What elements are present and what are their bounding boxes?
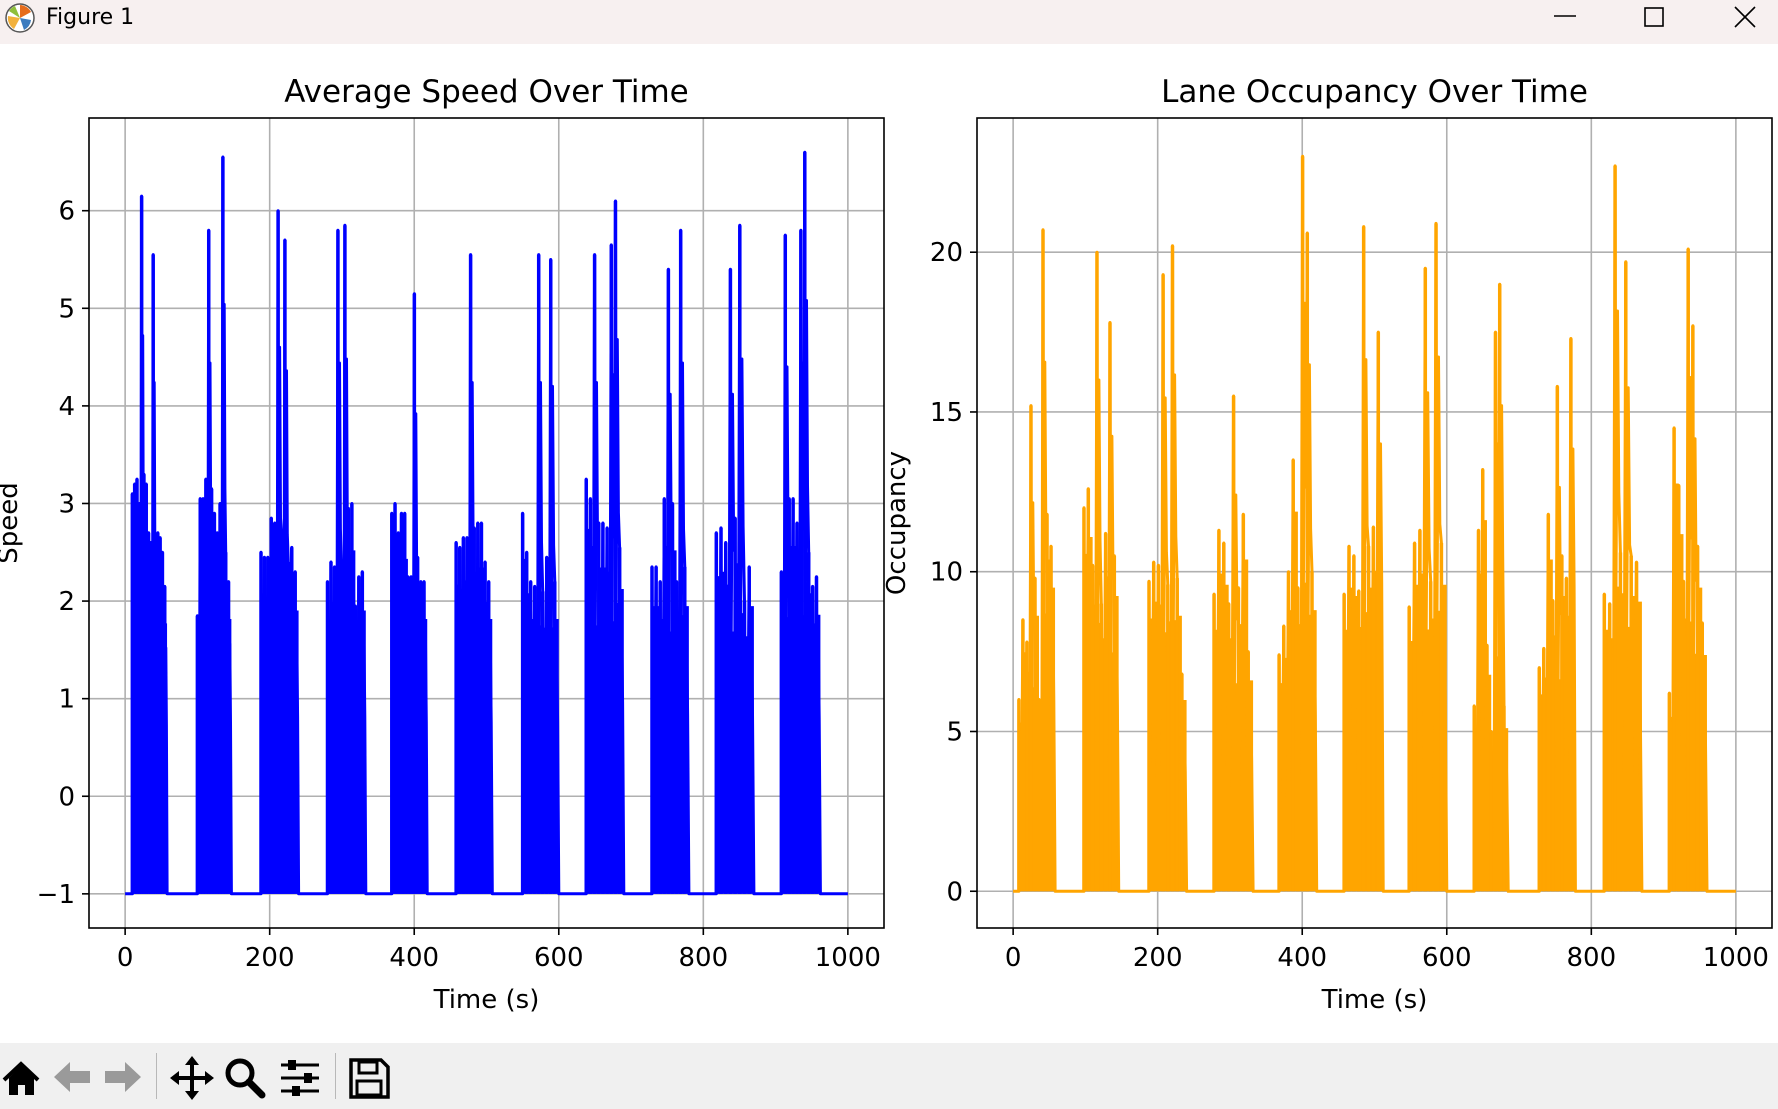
chart-title: Average Speed Over Time: [284, 74, 688, 110]
back-arrow-icon: [54, 1062, 90, 1092]
x-tick-label: 800: [1566, 943, 1616, 973]
y-tick-label: −1: [37, 880, 75, 910]
x-tick-label: 200: [245, 943, 295, 973]
zoom-button[interactable]: [222, 1055, 268, 1101]
x-tick-label: 1000: [815, 943, 881, 973]
pan-button[interactable]: [169, 1055, 215, 1101]
x-tick-label: 200: [1133, 943, 1183, 973]
x-tick-label: 0: [117, 943, 134, 973]
maximize-icon: [1644, 7, 1664, 27]
configure-subplots-icon: [281, 1060, 319, 1096]
y-axis-label: Occupancy: [882, 451, 912, 595]
y-tick-label: 1: [58, 685, 75, 715]
y-tick-label: 0: [58, 782, 75, 812]
y-tick-label: 5: [946, 717, 963, 747]
zoom-icon: [225, 1058, 266, 1099]
y-tick-label: 10: [930, 558, 963, 588]
y-tick-label: 6: [58, 197, 75, 227]
window-title: Figure 1: [46, 5, 135, 30]
toolbar-separator: [335, 1053, 336, 1099]
y-tick-label: 20: [930, 238, 963, 268]
x-tick-label: 0: [1005, 943, 1022, 973]
configure-subplots-button[interactable]: [277, 1055, 323, 1101]
save-icon: [349, 1058, 390, 1099]
close-button[interactable]: [1700, 0, 1778, 34]
minimize-icon: [1554, 15, 1576, 17]
x-tick-label: 400: [1277, 943, 1327, 973]
axes-frame: [88, 117, 885, 929]
x-tick-label: 400: [389, 943, 439, 973]
x-tick-label: 800: [678, 943, 728, 973]
y-axis-label: Speed: [0, 482, 24, 564]
axes-frame: [976, 117, 1773, 929]
forward-button[interactable]: [99, 1055, 145, 1101]
y-tick-label: 0: [946, 877, 963, 907]
x-tick-label: 600: [1422, 943, 1472, 973]
y-tick-label: 4: [58, 392, 75, 422]
pan-icon: [170, 1056, 214, 1100]
home-icon: [2, 1061, 40, 1095]
chart-title: Lane Occupancy Over Time: [1161, 74, 1588, 110]
matplotlib-logo-icon: [5, 3, 35, 33]
y-tick-label: 15: [930, 398, 963, 428]
x-axis-label: Time (s): [433, 985, 540, 1015]
x-tick-label: 600: [534, 943, 584, 973]
subplot-2: 0 200 400 600 800 1000 0 5 10 15 20 Lane Occupancy …: [882, 74, 1773, 1015]
y-tick-label: 2: [58, 587, 75, 617]
forward-arrow-icon: [105, 1062, 141, 1092]
navigation-toolbar: [0, 1043, 1778, 1109]
x-tick-label: 1000: [1703, 943, 1769, 973]
y-tick-label: 3: [58, 489, 75, 519]
minimize-button[interactable]: [1520, 0, 1610, 34]
save-button[interactable]: [346, 1055, 392, 1101]
subplot-1: 0 200 400 600 800 1000 −1 0 1 2 3 4 5 6 Average Speed …: [0, 74, 885, 1015]
home-button[interactable]: [0, 1055, 46, 1101]
x-axis-label: Time (s): [1321, 985, 1428, 1015]
close-icon: [1734, 6, 1756, 28]
maximize-button[interactable]: [1610, 0, 1700, 34]
window-titlebar: Figure 1: [0, 0, 1778, 44]
y-tick-label: 5: [58, 294, 75, 324]
toolbar-separator: [156, 1053, 157, 1099]
back-button[interactable]: [50, 1055, 96, 1101]
